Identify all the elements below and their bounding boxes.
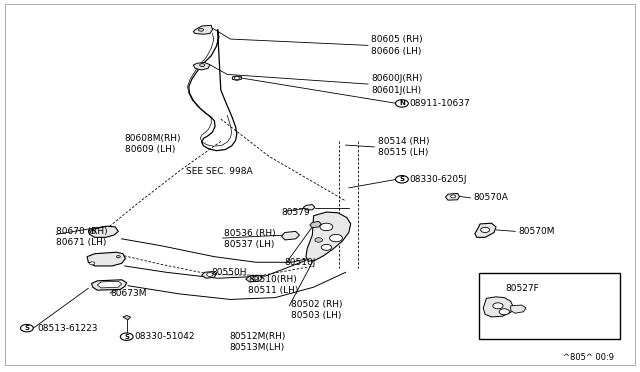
Polygon shape — [87, 252, 125, 266]
Circle shape — [396, 100, 408, 107]
Circle shape — [481, 227, 490, 232]
Circle shape — [234, 77, 239, 80]
Circle shape — [198, 28, 204, 31]
Circle shape — [493, 303, 503, 309]
Circle shape — [252, 276, 258, 280]
Text: 80570A: 80570A — [474, 193, 508, 202]
Circle shape — [396, 176, 408, 183]
Text: N: N — [399, 100, 405, 106]
Circle shape — [330, 234, 342, 242]
Polygon shape — [202, 272, 216, 278]
Polygon shape — [303, 205, 315, 210]
Polygon shape — [92, 280, 127, 290]
Polygon shape — [246, 275, 262, 282]
Text: S: S — [24, 325, 29, 331]
Circle shape — [320, 223, 333, 231]
Text: 80514 (RH): 80514 (RH) — [378, 137, 429, 146]
Circle shape — [321, 244, 332, 250]
Polygon shape — [123, 315, 131, 320]
Text: SEE SEC. 998A: SEE SEC. 998A — [186, 167, 252, 176]
Text: S: S — [124, 334, 129, 340]
Circle shape — [90, 262, 95, 265]
Polygon shape — [97, 281, 122, 288]
Polygon shape — [306, 212, 351, 261]
Circle shape — [315, 238, 323, 242]
Text: 80579: 80579 — [282, 208, 310, 217]
Circle shape — [120, 333, 133, 340]
Text: 80671 (LH): 80671 (LH) — [56, 238, 107, 247]
Text: 08911-10637: 08911-10637 — [410, 99, 470, 108]
Text: 80503 (LH): 80503 (LH) — [291, 311, 342, 320]
Text: 80670 (RH): 80670 (RH) — [56, 227, 108, 236]
Text: ^805^ 00:9: ^805^ 00:9 — [563, 353, 614, 362]
Text: 80536 (RH): 80536 (RH) — [224, 229, 276, 238]
Text: 08513-61223: 08513-61223 — [37, 324, 98, 333]
Text: 80512M(RH): 80512M(RH) — [229, 332, 285, 341]
Polygon shape — [445, 193, 460, 200]
Text: 80527F: 80527F — [506, 284, 540, 293]
Circle shape — [90, 231, 95, 234]
Text: 80605 (RH): 80605 (RH) — [371, 35, 423, 44]
Polygon shape — [475, 223, 496, 237]
Circle shape — [200, 64, 205, 67]
Text: S: S — [399, 176, 404, 182]
Text: 80502 (RH): 80502 (RH) — [291, 300, 342, 309]
Circle shape — [499, 309, 509, 315]
Polygon shape — [282, 231, 300, 240]
Text: 80570M: 80570M — [518, 227, 555, 236]
Text: 80600J(RH): 80600J(RH) — [371, 74, 422, 83]
Text: 08330-51042: 08330-51042 — [134, 332, 195, 341]
Text: 80515 (LH): 80515 (LH) — [378, 148, 428, 157]
Text: 80510(RH): 80510(RH) — [248, 275, 297, 284]
Text: 80511 (LH): 80511 (LH) — [248, 286, 299, 295]
Text: 08330-6205J: 08330-6205J — [410, 175, 467, 184]
Circle shape — [116, 256, 120, 258]
Text: 80608M(RH): 80608M(RH) — [125, 134, 181, 143]
Circle shape — [451, 195, 456, 198]
Polygon shape — [483, 297, 513, 317]
Text: 80601J(LH): 80601J(LH) — [371, 86, 421, 94]
Text: 80510J: 80510J — [285, 258, 316, 267]
Polygon shape — [193, 62, 210, 70]
Text: 80550H: 80550H — [211, 268, 246, 277]
Bar — [479, 273, 620, 339]
Polygon shape — [88, 226, 118, 237]
Polygon shape — [511, 305, 526, 313]
Text: 80606 (LH): 80606 (LH) — [371, 47, 422, 56]
Text: 80537 (LH): 80537 (LH) — [224, 240, 275, 249]
Text: 80609 (LH): 80609 (LH) — [125, 145, 175, 154]
Polygon shape — [310, 221, 321, 228]
Circle shape — [207, 273, 213, 276]
Polygon shape — [193, 25, 212, 34]
Text: 80513M(LH): 80513M(LH) — [229, 343, 284, 352]
Text: 80673M: 80673M — [110, 289, 147, 298]
Circle shape — [20, 324, 33, 332]
